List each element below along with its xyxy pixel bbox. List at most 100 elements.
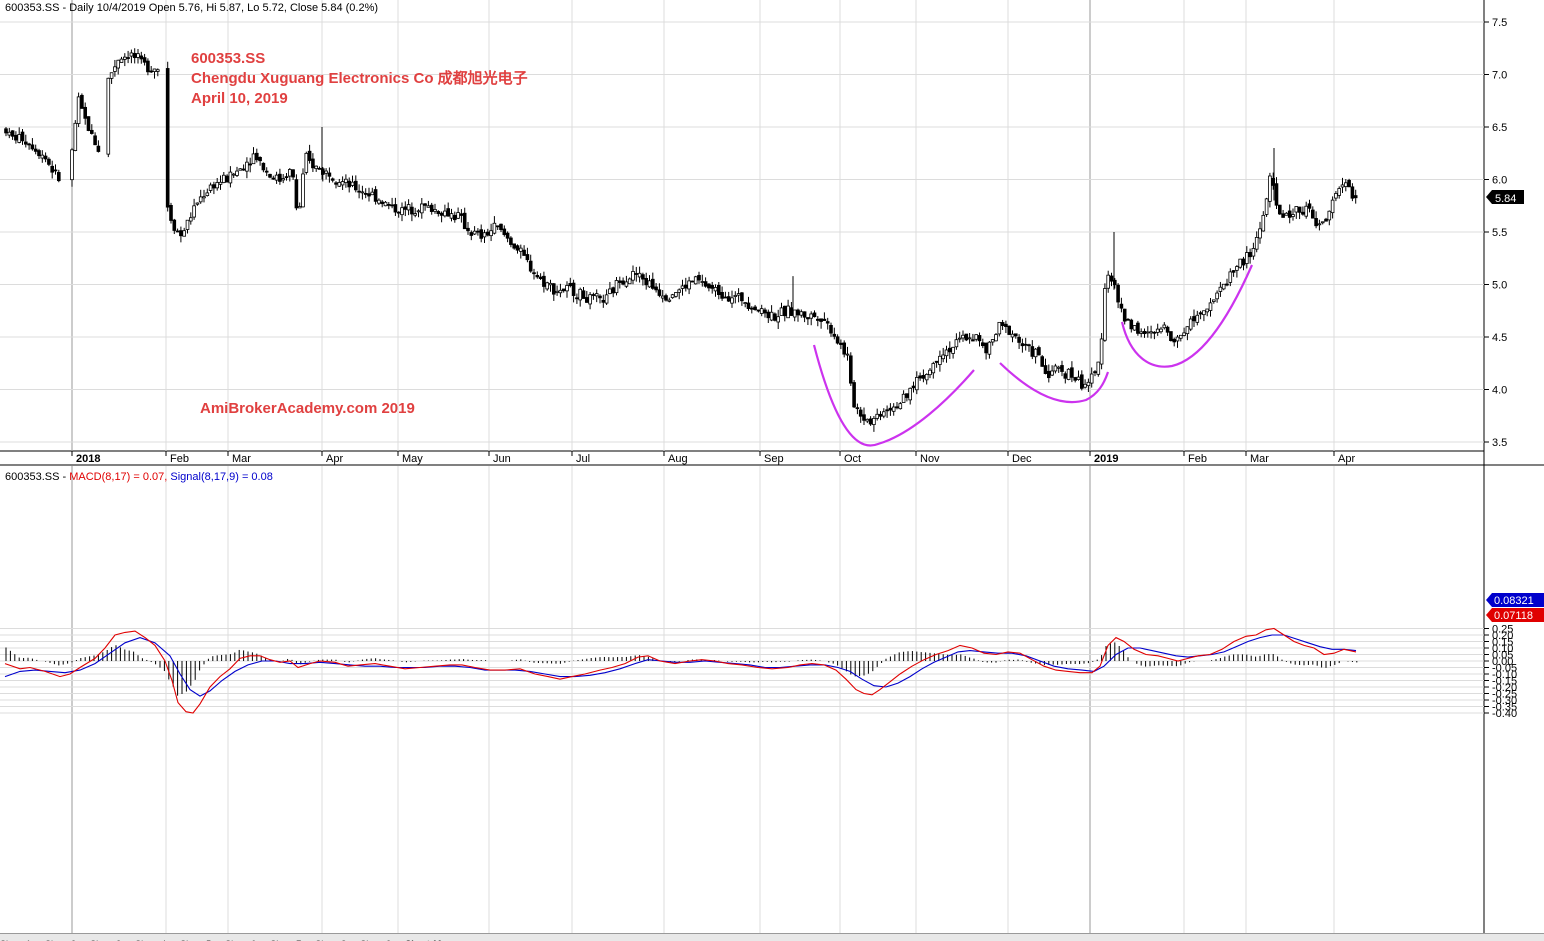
candle — [1023, 337, 1028, 351]
candle — [634, 266, 639, 282]
candle — [690, 280, 695, 283]
candle — [816, 316, 820, 327]
macd-line — [4, 627, 1357, 714]
candle — [1043, 358, 1048, 375]
candle — [565, 281, 569, 298]
candle — [693, 275, 698, 285]
candle — [581, 287, 586, 299]
candle — [1301, 206, 1305, 216]
candle — [1258, 221, 1262, 244]
macd-y-tick-label: -0.20 — [1492, 682, 1517, 694]
candle — [1281, 209, 1285, 218]
candle — [330, 177, 335, 183]
candle — [730, 290, 734, 308]
candle — [809, 311, 813, 326]
macd-y-tick-label: 0.20 — [1492, 630, 1513, 642]
candle — [383, 200, 388, 207]
candle — [974, 334, 978, 342]
candle — [611, 286, 615, 298]
candle — [832, 327, 837, 340]
candle — [413, 207, 417, 218]
candle — [901, 390, 906, 403]
candle — [905, 393, 909, 402]
candle — [367, 187, 371, 202]
candle — [872, 415, 876, 432]
candle — [911, 381, 916, 393]
macd-lines — [4, 627, 1357, 714]
candle — [212, 181, 216, 195]
candle — [327, 167, 332, 183]
candle — [307, 144, 312, 164]
candle — [720, 286, 724, 301]
candle — [1113, 278, 1117, 289]
candle — [680, 279, 685, 296]
x-tick-label: Feb — [1188, 453, 1207, 465]
candle — [281, 174, 285, 184]
candle — [482, 229, 487, 243]
candle — [736, 288, 741, 303]
candle — [317, 166, 322, 170]
candle — [532, 268, 536, 280]
candle — [561, 288, 566, 293]
x-tick-label: Oct — [844, 453, 861, 465]
candle — [756, 309, 761, 313]
candle — [1106, 270, 1111, 293]
candle — [545, 281, 549, 291]
candle — [1248, 248, 1252, 264]
candle — [604, 289, 609, 306]
candle — [1099, 333, 1104, 370]
candle — [37, 148, 41, 159]
candle — [984, 342, 988, 360]
candle — [835, 334, 840, 345]
candle — [855, 403, 860, 415]
candle — [1251, 242, 1256, 260]
candle — [495, 225, 500, 231]
candle — [416, 209, 421, 218]
candle — [865, 418, 870, 424]
annotation-company: Chengdu Xuguang Electronics Co 成都旭光电子 — [191, 69, 528, 87]
candle — [1225, 278, 1229, 287]
candle — [1096, 361, 1101, 377]
candle — [957, 331, 962, 343]
candle — [1083, 379, 1087, 389]
candle — [1264, 197, 1269, 217]
candle — [123, 53, 127, 67]
candle — [891, 403, 896, 416]
candle — [591, 292, 596, 300]
candle — [502, 225, 507, 237]
macd-panel-header: 600353.SS - MACD(8,17) = 0.07, Signal(8,… — [5, 471, 273, 483]
candle — [1142, 328, 1147, 338]
candle — [641, 272, 645, 286]
candle — [948, 341, 952, 359]
candle — [789, 301, 794, 316]
x-tick-label: Apr — [1338, 453, 1355, 465]
candle — [479, 224, 483, 243]
candle — [4, 126, 8, 137]
candle — [759, 304, 764, 317]
candle — [1109, 272, 1114, 287]
candle — [697, 271, 701, 284]
candle — [1116, 283, 1120, 309]
candle — [931, 361, 936, 379]
candle — [20, 128, 25, 145]
candle — [268, 173, 272, 179]
signal-value-label: 0.08321 — [1494, 595, 1534, 607]
candle — [786, 299, 790, 319]
candle — [1294, 206, 1299, 219]
candle — [248, 157, 253, 173]
candle — [261, 162, 266, 173]
candle — [1027, 343, 1031, 352]
candle — [515, 244, 520, 254]
candle — [433, 203, 437, 214]
candle — [1235, 265, 1239, 278]
candle — [908, 387, 912, 405]
candle — [512, 243, 516, 250]
candle — [1291, 208, 1295, 221]
candle — [70, 147, 74, 187]
candle — [373, 186, 378, 205]
candle — [208, 182, 213, 193]
candle — [274, 171, 279, 184]
candle — [456, 207, 460, 220]
price-y-tick-label: 3.5 — [1492, 437, 1507, 449]
